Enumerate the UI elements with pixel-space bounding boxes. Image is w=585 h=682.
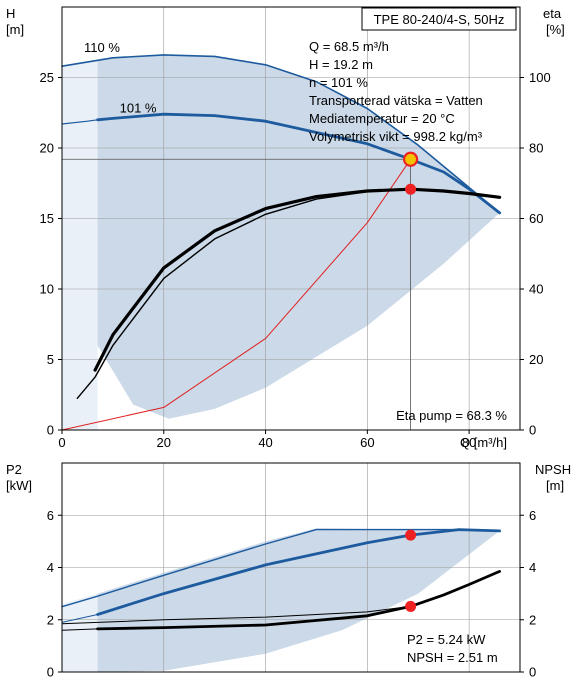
- system-curve: [61, 158, 412, 431]
- power-point-marker: [405, 529, 417, 541]
- npsh-axis-label-unit: [m]: [546, 478, 564, 493]
- envelope-light-region: [62, 593, 98, 672]
- x-tick-label: 0: [58, 435, 65, 450]
- speed-curve-label: 110 %: [84, 40, 120, 55]
- h-tick-label: 20: [40, 141, 54, 156]
- head-grid: [62, 7, 520, 430]
- x-tick-label: 80: [462, 435, 476, 450]
- h-tick-label: 10: [40, 282, 54, 297]
- eta-axis-label-unit: [%]: [546, 22, 565, 37]
- info-line: Volymetrisk vikt = 998.2 kg/m³: [309, 129, 483, 144]
- h-tick-label: 25: [40, 70, 54, 85]
- power-npsh-duty-markers: [405, 529, 417, 612]
- duty-point-marker: [402, 151, 419, 167]
- power-tick-label: 6: [47, 508, 54, 523]
- power-axis-label: P2: [6, 462, 22, 477]
- pump-title: TPE 80-240/4-S, 50Hz: [374, 12, 505, 27]
- eta-tick-label: 80: [529, 141, 543, 156]
- eta-tick-label: 100: [529, 70, 551, 85]
- eta-tick-label: 60: [529, 211, 543, 226]
- npsh-tick-label: 0: [529, 665, 536, 680]
- info-line: Mediatemperatur = 20 °C: [309, 111, 455, 126]
- power-curve: [61, 614, 99, 623]
- x-tick-label: 40: [258, 435, 272, 450]
- head-axis-label-h: H: [6, 6, 15, 21]
- envelope-region: [97, 54, 500, 419]
- operating-point-info: Q = 68.5 m³/h H = 19.2 m n = 101 % Transpor…: [309, 39, 483, 144]
- eta-point-marker: [405, 183, 417, 195]
- power-curve: [96, 528, 502, 616]
- eta-curve: [76, 188, 412, 399]
- power-npsh-curves: [61, 528, 502, 631]
- info-line: Transporterad vätska = Vatten: [309, 93, 483, 108]
- head-curve: [61, 54, 501, 214]
- flow-axis-label: Q [m³/h]: [460, 435, 507, 450]
- h-tick-label: 15: [40, 211, 54, 226]
- head-axis-ticks: 0 20 40 60 80 0 5 10 15 20 25 0 20 40 60 80 100: [40, 70, 551, 450]
- npsh-curve: [61, 628, 99, 631]
- info-line: n = 101 %: [309, 75, 368, 90]
- power-tick-label: 4: [47, 560, 54, 575]
- eta-tick-label: 0: [529, 423, 536, 438]
- head-curve: [61, 119, 99, 125]
- power-tick-label: 0: [47, 665, 54, 680]
- head-curve: [96, 112, 502, 215]
- power-npsh-info: P2 = 5.24 kW NPSH = 2.51 m: [407, 632, 498, 665]
- speed-curve-label: 101 %: [120, 100, 157, 115]
- h-tick-label: 0: [47, 423, 54, 438]
- info-line: H = 19.2 m: [309, 57, 373, 72]
- npsh-curve: [96, 570, 502, 631]
- npsh-curve: [61, 605, 412, 625]
- power-tick-label: 2: [47, 612, 54, 627]
- eta-tick-label: 40: [529, 282, 543, 297]
- npsh-tick-label: 6: [529, 508, 536, 523]
- power-npsh-chart: 0 2 4 6 0 2 4 6 P2 [kW] NPSH [m] P2 = 5.24 kW NP…: [6, 462, 571, 680]
- npsh-tick-label: 4: [529, 560, 536, 575]
- head-efficiency-chart: 110 % 101 % 0 20 40 60 80 0 5 10 15 20 25 0 20 40 60 80 1…: [6, 6, 565, 450]
- eta-pump-label: Eta pump = 68.3 %: [396, 408, 507, 423]
- head-axis-label-unit: [m]: [6, 22, 24, 37]
- power-axis-label-unit: [kW]: [6, 478, 32, 493]
- power-grid: [62, 463, 520, 672]
- operating-range-envelope: [62, 54, 500, 430]
- pump-title-box: [361, 7, 517, 31]
- info-line: P2 = 5.24 kW: [407, 632, 486, 647]
- power-axis-ticks: 0 2 4 6 0 2 4 6: [47, 508, 536, 680]
- eta-axis-label: eta: [543, 6, 562, 21]
- head-efficiency-curves: 110 % 101 %: [61, 40, 502, 431]
- npsh-axis-label: NPSH: [535, 462, 571, 477]
- info-line: Q = 68.5 m³/h: [309, 39, 389, 54]
- npsh-point-marker: [405, 600, 417, 612]
- envelope-light-region: [62, 60, 98, 430]
- x-tick-label: 60: [360, 435, 374, 450]
- head-duty-markers: [402, 151, 419, 195]
- x-tick-label: 20: [157, 435, 171, 450]
- h-tick-label: 5: [47, 352, 54, 367]
- eta-tick-label: 20: [529, 352, 543, 367]
- npsh-tick-label: 2: [529, 612, 536, 627]
- eta-curve: [93, 187, 502, 372]
- info-line: NPSH = 2.51 m: [407, 650, 498, 665]
